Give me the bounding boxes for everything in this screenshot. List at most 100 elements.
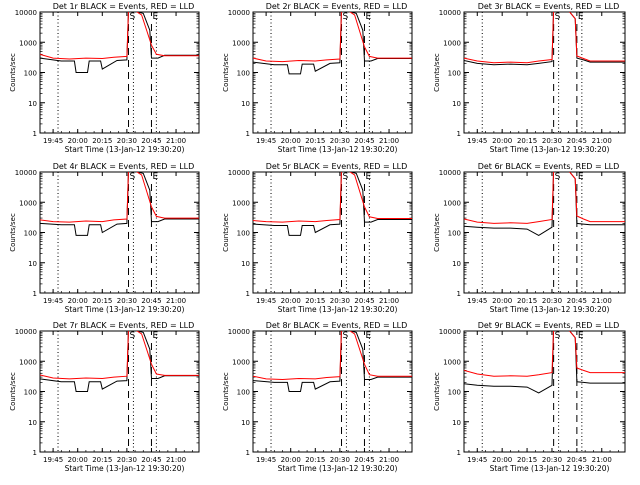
end-marker-label: E bbox=[578, 331, 584, 341]
x-tick-label: 20:30 bbox=[542, 297, 562, 305]
x-tick-label: 20:45 bbox=[354, 297, 374, 305]
y-tick-label: 1000 bbox=[443, 358, 461, 366]
events-series-line bbox=[464, 12, 625, 66]
start-marker-label: S bbox=[130, 331, 136, 341]
y-tick-label: 10 bbox=[28, 100, 37, 108]
y-tick-label: 1 bbox=[457, 290, 461, 298]
start-marker-label: S bbox=[343, 331, 349, 341]
x-tick-label: 20:30 bbox=[117, 456, 137, 464]
y-tick-label: 10 bbox=[28, 260, 37, 268]
x-tick-label: 19:45 bbox=[256, 456, 276, 464]
y-tick-label: 1000 bbox=[19, 199, 37, 207]
y-axis-label: Counts/sec bbox=[222, 213, 230, 252]
x-tick-label: 20:15 bbox=[92, 297, 112, 305]
x-axis-label: Start Time (13-Jan-12 19:30:20) bbox=[278, 464, 398, 473]
y-tick-label: 1000 bbox=[443, 39, 461, 47]
x-tick-label: 20:00 bbox=[492, 137, 512, 145]
plot-frame bbox=[252, 171, 413, 294]
chart-panel: Det 1r BLACK = Events, RED = LLD 1 10 100 10… bbox=[9, 2, 200, 154]
y-tick-label: 10 bbox=[241, 260, 250, 268]
y-tick-label: 100 bbox=[448, 230, 461, 238]
end-marker-label: E bbox=[365, 331, 371, 341]
x-tick-label: 20:45 bbox=[567, 297, 587, 305]
end-marker-label: E bbox=[578, 12, 584, 22]
x-tick-label: 20:15 bbox=[517, 137, 537, 145]
x-axis-label: Start Time (13-Jan-12 19:30:20) bbox=[490, 305, 610, 314]
y-tick-label: 10000 bbox=[439, 328, 461, 336]
y-tick-label: 100 bbox=[237, 70, 250, 78]
start-marker-label: S bbox=[343, 172, 349, 182]
x-tick-label: 20:00 bbox=[68, 137, 88, 145]
x-tick-label: 19:45 bbox=[43, 137, 63, 145]
y-tick-label: 10000 bbox=[15, 9, 37, 17]
x-tick-label: 20:45 bbox=[567, 137, 587, 145]
chart-title: Det 3r BLACK = Events, RED = LLD bbox=[478, 2, 620, 11]
y-tick-label: 1000 bbox=[232, 199, 250, 207]
x-tick-label: 20:45 bbox=[567, 456, 587, 464]
chart-title: Det 5r BLACK = Events, RED = LLD bbox=[266, 162, 408, 171]
x-tick-label: 20:45 bbox=[141, 297, 161, 305]
y-tick-label: 10000 bbox=[439, 9, 461, 17]
chart-title: Det 4r BLACK = Events, RED = LLD bbox=[53, 162, 195, 171]
x-tick-label: 20:15 bbox=[517, 456, 537, 464]
y-tick-label: 1 bbox=[33, 449, 37, 457]
start-marker-label: S bbox=[555, 331, 561, 341]
x-tick-label: 20:00 bbox=[281, 456, 301, 464]
events-series-line bbox=[464, 172, 625, 236]
x-tick-label: 20:15 bbox=[305, 456, 325, 464]
y-tick-label: 10000 bbox=[15, 328, 37, 336]
x-tick-label: 20:15 bbox=[92, 456, 112, 464]
x-tick-label: 21:00 bbox=[592, 137, 612, 145]
end-marker-label: E bbox=[152, 331, 158, 341]
events-series-line bbox=[40, 12, 199, 73]
chart-panel: Det 5r BLACK = Events, RED = LLD 1 10 100 10… bbox=[222, 162, 413, 314]
end-marker-label: E bbox=[365, 172, 371, 182]
x-tick-label: 19:45 bbox=[43, 456, 63, 464]
x-tick-label: 21:00 bbox=[379, 297, 399, 305]
start-marker-label: S bbox=[343, 12, 349, 22]
y-tick-label: 100 bbox=[448, 70, 461, 78]
x-tick-label: 20:30 bbox=[117, 137, 137, 145]
y-axis-label: Counts/sec bbox=[433, 213, 441, 252]
y-axis-label: Counts/sec bbox=[222, 53, 230, 92]
x-tick-label: 20:30 bbox=[542, 456, 562, 464]
chart-panel: Det 9r BLACK = Events, RED = LLD 1 10 100 10… bbox=[433, 321, 626, 473]
chart-title: Det 9r BLACK = Events, RED = LLD bbox=[478, 321, 620, 330]
plot-frame bbox=[463, 171, 626, 294]
x-tick-label: 21:00 bbox=[379, 456, 399, 464]
lld-series-line bbox=[40, 12, 199, 60]
x-tick-label: 20:15 bbox=[305, 137, 325, 145]
y-tick-label: 100 bbox=[24, 230, 37, 238]
plot-frame bbox=[463, 11, 626, 134]
y-tick-label: 1000 bbox=[19, 39, 37, 47]
events-series-line bbox=[253, 12, 412, 75]
y-tick-label: 1000 bbox=[443, 199, 461, 207]
x-tick-label: 21:00 bbox=[379, 137, 399, 145]
y-axis-label: Counts/sec bbox=[433, 53, 441, 92]
chart-panel: Det 2r BLACK = Events, RED = LLD 1 10 100 10… bbox=[222, 2, 413, 154]
y-tick-label: 10 bbox=[241, 100, 250, 108]
events-series-line bbox=[253, 331, 412, 392]
x-tick-label: 21:00 bbox=[166, 137, 186, 145]
events-series-line bbox=[40, 172, 199, 236]
start-marker-label: S bbox=[130, 12, 136, 22]
events-series-line bbox=[253, 172, 412, 236]
chart-panel: Det 3r BLACK = Events, RED = LLD 1 10 100 10… bbox=[433, 2, 626, 154]
y-tick-label: 1 bbox=[246, 290, 250, 298]
lld-series-line bbox=[253, 172, 412, 223]
chart-title: Det 1r BLACK = Events, RED = LLD bbox=[53, 2, 195, 11]
chart-title: Det 7r BLACK = Events, RED = LLD bbox=[53, 321, 195, 330]
end-marker-label: E bbox=[152, 172, 158, 182]
y-tick-label: 10 bbox=[452, 419, 461, 427]
plot-frame bbox=[39, 11, 200, 134]
x-tick-label: 20:45 bbox=[141, 137, 161, 145]
y-tick-label: 10 bbox=[452, 260, 461, 268]
x-tick-label: 20:00 bbox=[68, 456, 88, 464]
y-axis-label: Counts/sec bbox=[222, 372, 230, 411]
y-tick-label: 100 bbox=[24, 389, 37, 397]
lld-series-line bbox=[40, 331, 199, 380]
y-axis-label: Counts/sec bbox=[9, 53, 17, 92]
x-tick-label: 20:30 bbox=[330, 456, 350, 464]
y-tick-label: 10 bbox=[241, 419, 250, 427]
y-tick-label: 1 bbox=[246, 130, 250, 138]
